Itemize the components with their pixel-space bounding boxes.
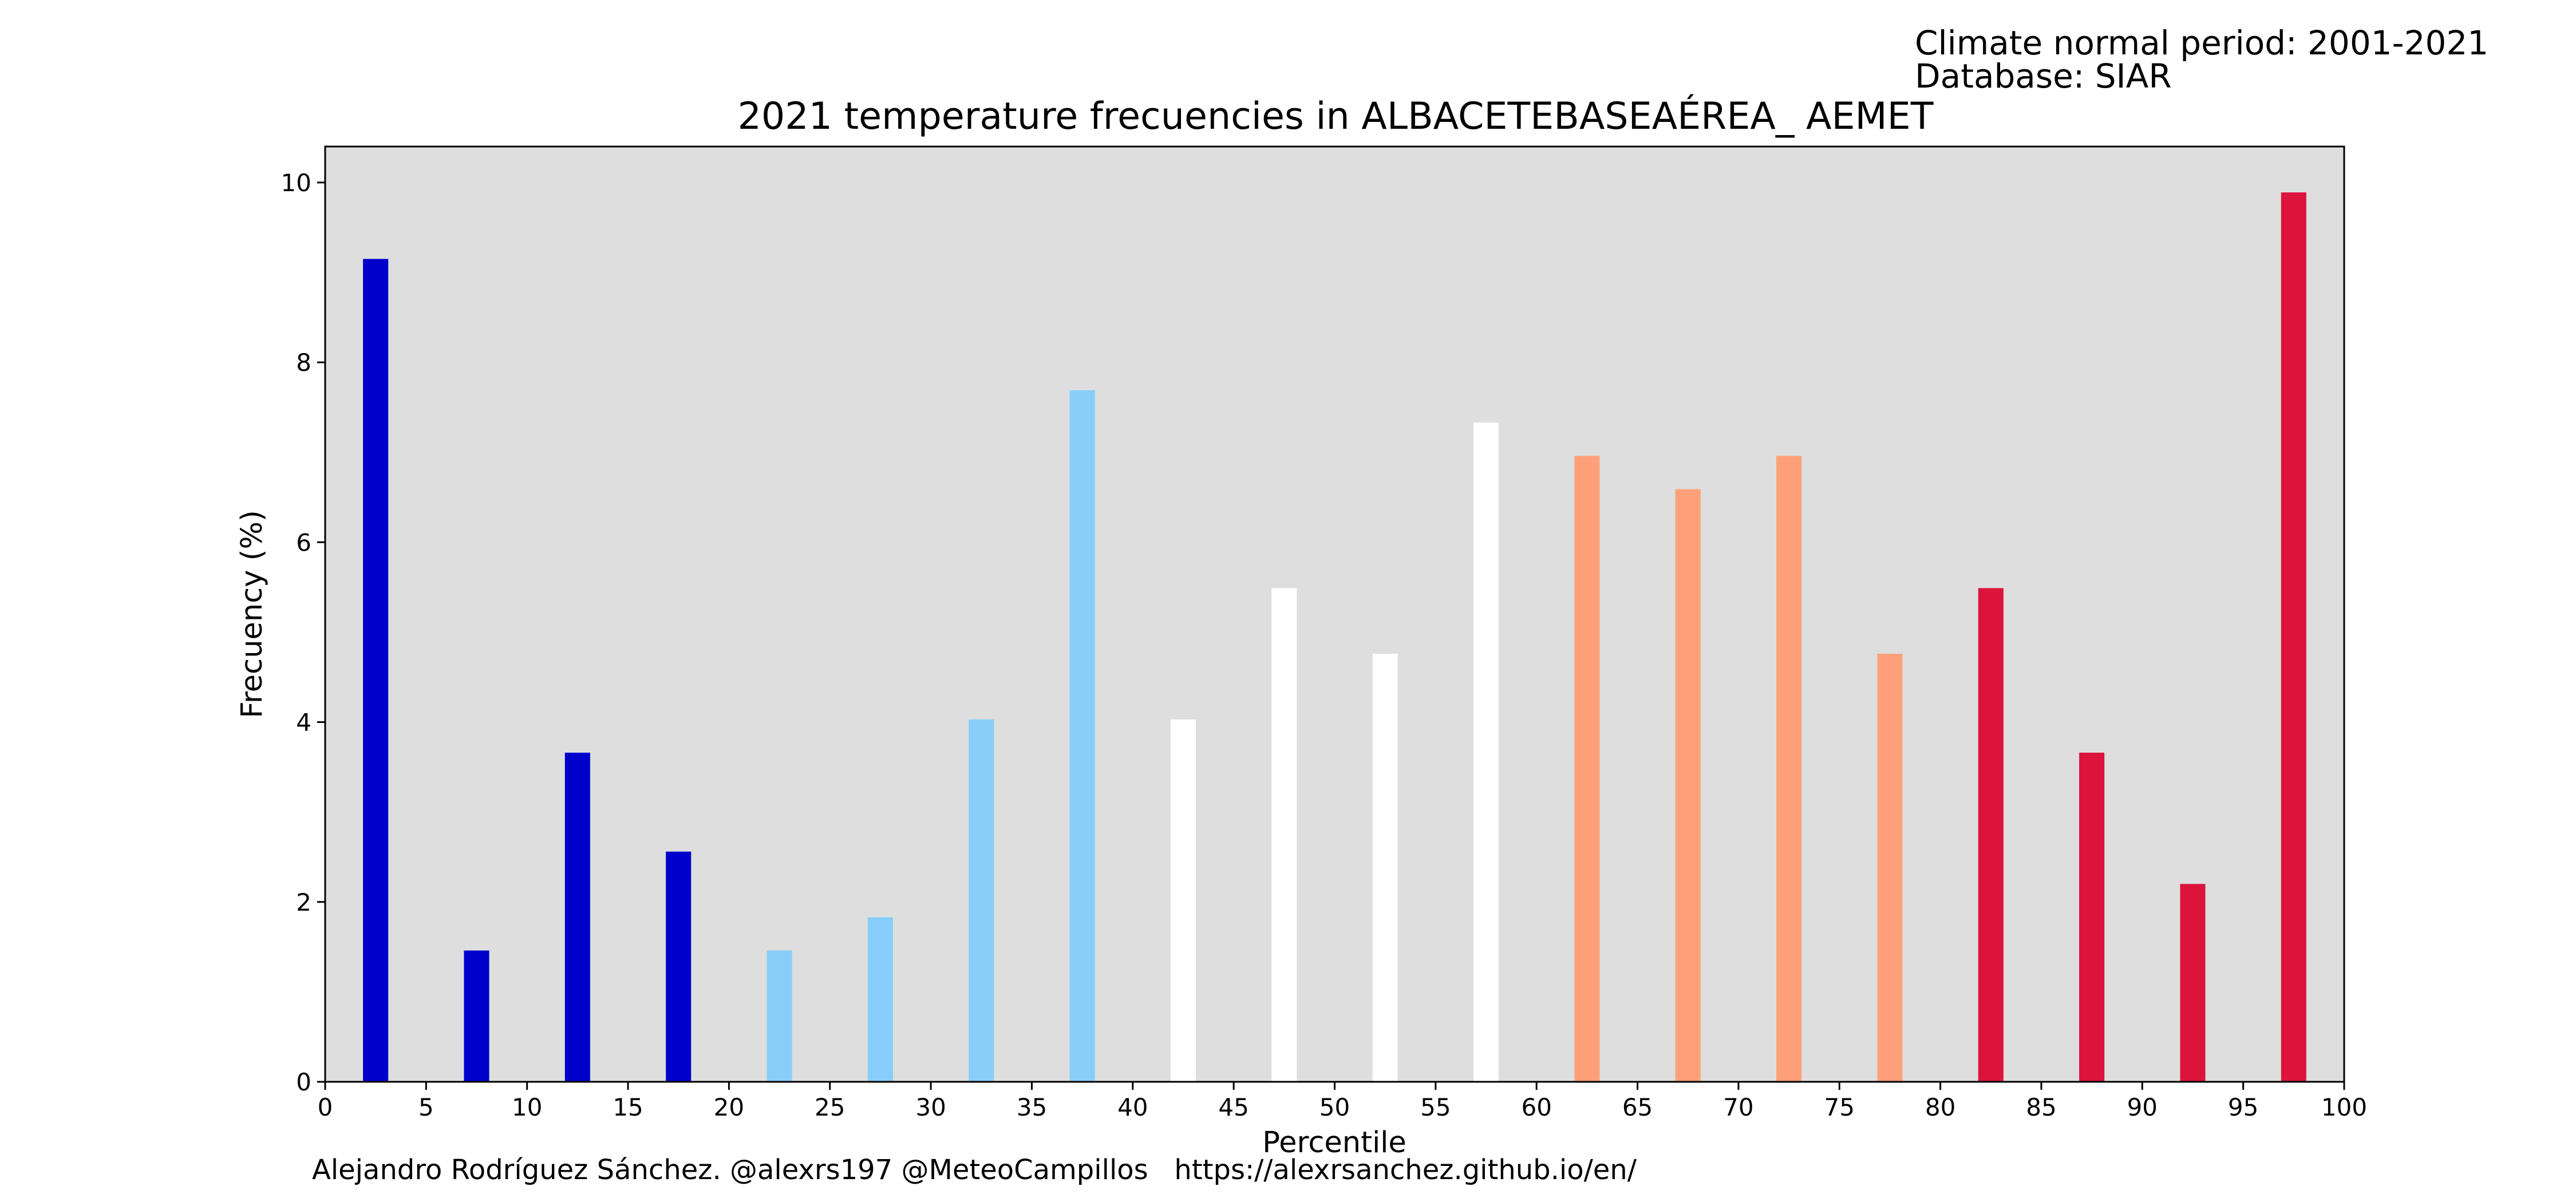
x-tick-label: 30: [915, 1093, 946, 1121]
y-tick-label: 0: [296, 1068, 311, 1096]
bar-p77.5: [1877, 654, 1903, 1082]
bar-p52.5: [1372, 654, 1398, 1082]
x-tick-label: 15: [613, 1093, 643, 1121]
bar-p7.5: [464, 950, 489, 1082]
bar-p2.5: [363, 259, 389, 1082]
bar-p12.5: [564, 752, 590, 1082]
bar-p17.5: [666, 851, 692, 1082]
bar-p67.5: [1675, 489, 1701, 1082]
x-tick-label: 20: [714, 1093, 744, 1121]
x-tick-label: 40: [1117, 1093, 1148, 1121]
x-axis-ticks: 0 5 10 15 20 25 30 35 40 45 50 55 60 65 70 75 80 85 90 95 10…: [318, 1082, 2367, 1121]
x-tick-label: 50: [1319, 1093, 1350, 1121]
x-tick-label: 35: [1017, 1093, 1047, 1121]
bar-p62.5: [1574, 456, 1600, 1082]
bar-p82.5: [1978, 588, 2004, 1082]
x-tick-label: 5: [418, 1093, 434, 1121]
y-axis-ticks: 0 2 4 6 8 10: [281, 169, 325, 1096]
y-tick-label: 8: [296, 349, 311, 377]
bar-p32.5: [969, 719, 994, 1082]
y-tick-label: 6: [296, 528, 311, 556]
x-axis-label: Percentile: [1262, 1126, 1406, 1160]
x-tick-label: 90: [2127, 1093, 2158, 1121]
footer-credits: Alejandro Rodríguez Sánchez. @alexrs197 …: [312, 1154, 1637, 1186]
x-tick-label: 10: [512, 1093, 542, 1121]
x-tick-label: 55: [1420, 1093, 1451, 1121]
bar-p27.5: [867, 917, 893, 1082]
bar-p47.5: [1271, 588, 1297, 1082]
bar-p57.5: [1473, 422, 1499, 1082]
x-tick-label: 25: [815, 1093, 845, 1121]
x-tick-label: 60: [1521, 1093, 1551, 1121]
x-tick-label: 100: [2321, 1093, 2367, 1121]
bar-p22.5: [767, 950, 792, 1082]
x-tick-label: 95: [2228, 1093, 2258, 1121]
x-tick-label: 85: [2026, 1093, 2056, 1121]
x-tick-label: 0: [318, 1093, 333, 1121]
x-tick-label: 65: [1622, 1093, 1653, 1121]
bar-p42.5: [1170, 719, 1196, 1082]
y-axis-label: Frecuency (%): [235, 510, 269, 718]
bar-p72.5: [1776, 456, 1802, 1082]
bar-p87.5: [2079, 752, 2105, 1082]
bar-p92.5: [2180, 884, 2206, 1082]
y-tick-label: 4: [296, 709, 311, 737]
plot-area: [325, 147, 2344, 1082]
climate-normal-period-text: Climate normal period: 2001-2021: [1915, 23, 2488, 62]
x-tick-label: 45: [1218, 1093, 1249, 1121]
chart-title: 2021 temperature frecuencies in ALBACETE…: [738, 93, 1934, 138]
bars-group: [363, 192, 2306, 1082]
bar-p37.5: [1069, 390, 1095, 1082]
x-tick-label: 70: [1723, 1093, 1753, 1121]
bar-p97.5: [2281, 192, 2306, 1082]
y-tick-label: 10: [281, 169, 311, 197]
x-tick-label: 75: [1824, 1093, 1855, 1121]
database-text: Database: SIAR: [1915, 57, 2172, 96]
x-tick-label: 80: [1925, 1093, 1955, 1121]
y-tick-label: 2: [296, 888, 311, 916]
